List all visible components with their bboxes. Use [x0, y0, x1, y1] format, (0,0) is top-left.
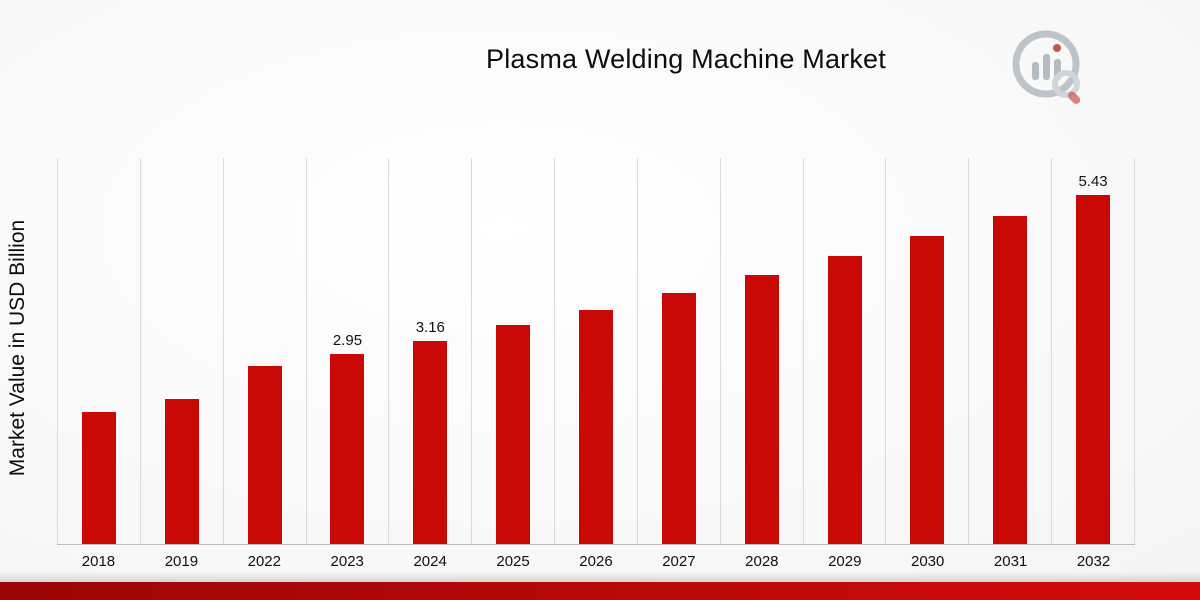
x-tick-2032: 2032 [1076, 553, 1111, 570]
bottom-red-strip [0, 582, 1200, 600]
grid-cell-2026 [554, 158, 637, 544]
x-tick-2031: 2031 [993, 553, 1028, 570]
x-tick-2030: 2030 [910, 553, 945, 570]
grid-cell-2024: 3.16 [388, 158, 471, 544]
grid-cell-2027 [636, 158, 720, 544]
grid-cell-2019 [139, 158, 223, 544]
bottom-gray-strip [0, 572, 1200, 582]
bar-2019 [164, 399, 199, 544]
grid-cell-2018 [57, 158, 140, 544]
x-tick-2024: 2024 [413, 553, 447, 570]
plot-area: 2.95 3.16 5.43 [57, 158, 1135, 545]
chart-title: Plasma Welding Machine Market [486, 44, 886, 74]
bar-2029 [827, 256, 862, 544]
grid-cell-2032: 5.43 [1051, 158, 1135, 544]
bar-2027 [661, 293, 696, 544]
bars-container: 2.95 3.16 5.43 [57, 158, 1135, 544]
grid-cell-2028 [719, 158, 803, 544]
x-tick-2018: 2018 [81, 553, 116, 570]
bar-2023 [330, 354, 365, 544]
bar-2025 [496, 325, 531, 544]
x-tick-2029: 2029 [828, 553, 862, 570]
x-tick-2026: 2026 [579, 553, 613, 570]
bar-2026 [578, 309, 613, 544]
y-axis-label: Market Value in USD Billion [6, 219, 29, 477]
bar-2024 [413, 340, 448, 544]
grid-cell-2030 [885, 158, 968, 544]
x-tick-2019: 2019 [164, 553, 199, 570]
grid-cell-2031 [968, 158, 1051, 544]
grid-cell-2023: 2.95 [305, 158, 389, 544]
bar-2018 [81, 412, 116, 544]
x-tick-2023: 2023 [330, 553, 364, 570]
value-label-2023: 2.95 [332, 332, 363, 350]
bar-2031 [993, 215, 1028, 544]
x-tick-2022: 2022 [247, 553, 281, 570]
bar-chart-magnifier-logo [1012, 30, 1081, 104]
value-label-2032: 5.43 [1078, 172, 1108, 190]
grid-cell-2029 [802, 158, 886, 544]
bar-2030 [910, 235, 945, 544]
x-tick-2027: 2027 [662, 553, 696, 570]
x-tick-2025: 2025 [496, 553, 530, 570]
bar-2032 [1076, 194, 1111, 544]
bar-2022 [247, 366, 282, 544]
bar-2028 [744, 275, 779, 544]
grid-cell-2022 [222, 158, 306, 544]
x-tick-2028: 2028 [745, 553, 779, 570]
grid-cell-2025 [471, 158, 554, 544]
value-label-2024: 3.16 [415, 318, 445, 336]
x-axis-tick-labels: 2018 2019 2022 2023 2024 2025 2026 2027 2028 2029… [57, 553, 1135, 570]
